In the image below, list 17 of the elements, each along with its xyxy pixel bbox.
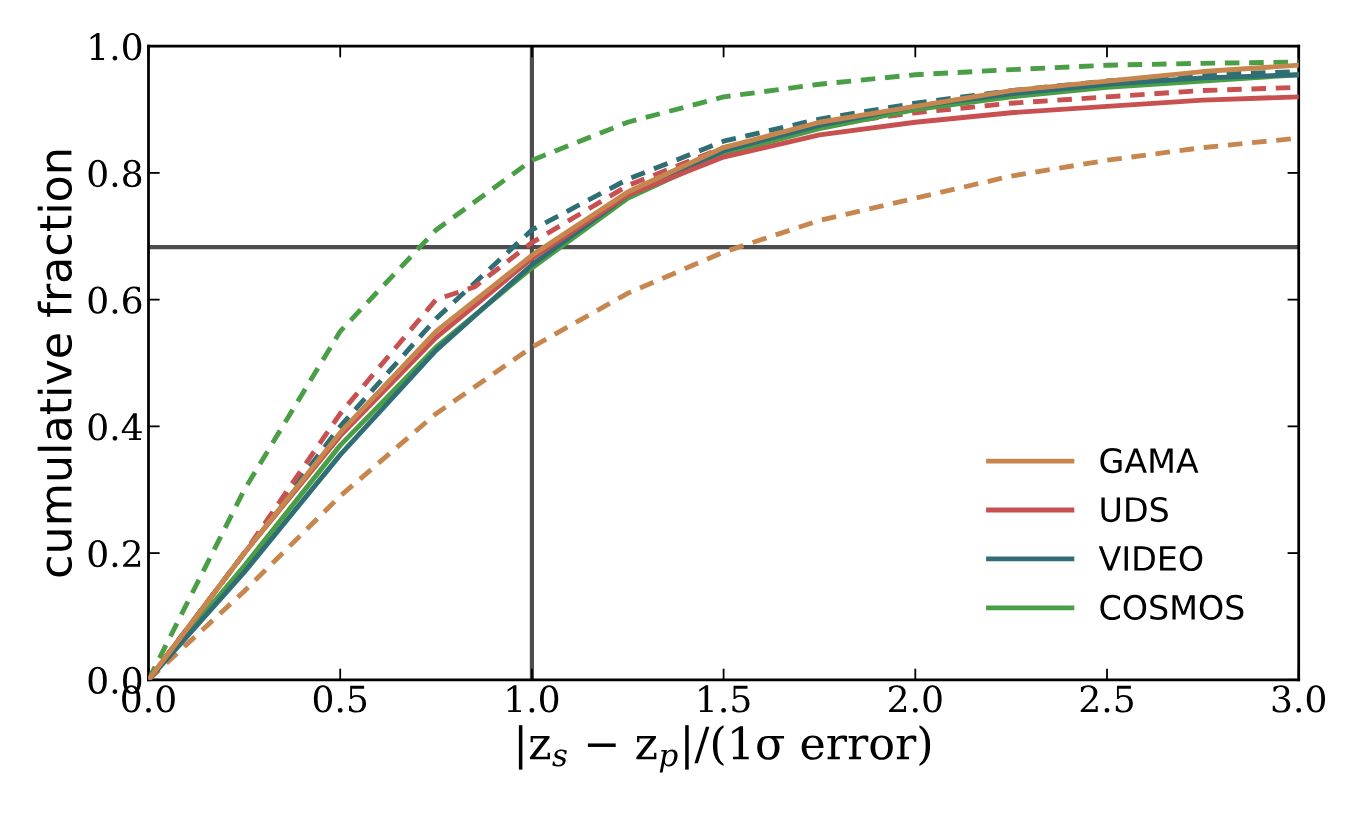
y-tick-label: 1.0 <box>90 33 142 61</box>
x-axis-title: |z$_{s}$ − z$_{p}$|/(1σ error) <box>518 725 931 773</box>
x-tick-label: 2.5 <box>1080 685 1133 713</box>
y-tick-label: 0.4 <box>88 413 142 441</box>
legend-label: VIDEO <box>1098 545 1203 572</box>
x-tick-label: 2.0 <box>889 685 942 713</box>
legend-label: GAMA <box>1100 448 1199 474</box>
legend-label: COSMOS <box>1100 594 1244 621</box>
x-tick-label: 1.5 <box>699 685 750 713</box>
y-tick-label: 0.6 <box>88 286 142 314</box>
legend-label: UDS <box>1101 496 1168 523</box>
x-tick-label: 0.5 <box>313 685 367 713</box>
y-tick-label: 0.8 <box>88 159 142 188</box>
x-tick-label: 3.0 <box>1272 685 1326 713</box>
y-axis-title: cumulative fraction <box>37 150 73 577</box>
x-tick-label: 1.0 <box>507 685 559 713</box>
y-tick-label: 0.2 <box>88 540 141 568</box>
